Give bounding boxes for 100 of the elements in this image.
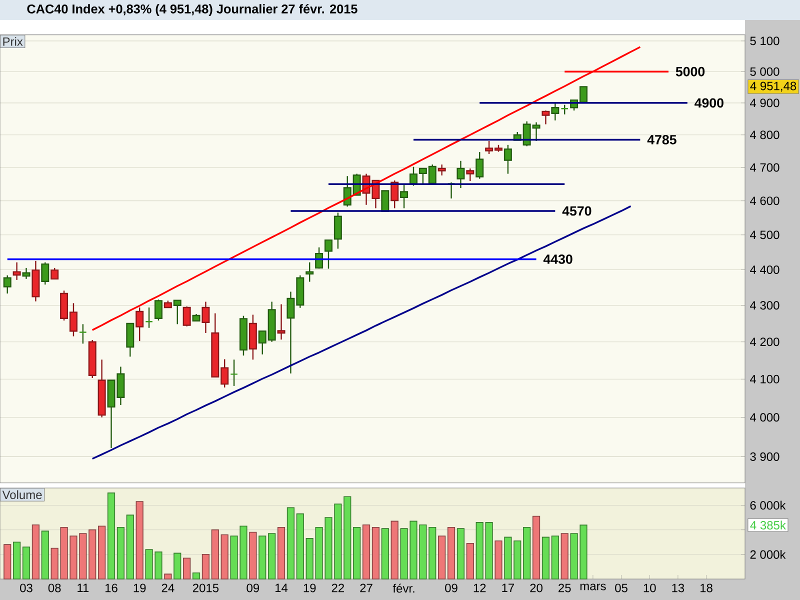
bar <box>438 536 446 580</box>
bar <box>41 530 49 580</box>
y-tick-label: 4 700 <box>750 163 780 172</box>
x-tick-label: 05 <box>615 584 628 592</box>
x-tick-label: févr. <box>392 584 414 593</box>
candlestick <box>22 267 30 280</box>
bar <box>286 507 295 580</box>
y-tick-label: 4 000 <box>750 413 780 422</box>
bar <box>13 542 21 580</box>
candlestick <box>560 104 569 115</box>
candlestick <box>400 184 408 209</box>
candlestick <box>324 239 332 270</box>
bar <box>466 542 474 580</box>
bar <box>277 526 286 580</box>
annotation: Prix <box>3 37 23 46</box>
bar <box>98 526 106 580</box>
x-tick-label: 17 <box>502 584 514 592</box>
bar <box>136 501 144 580</box>
bar <box>268 533 276 580</box>
x-tick-label: 14 <box>276 584 288 592</box>
bar <box>211 529 219 580</box>
candlestick <box>551 102 560 122</box>
bar <box>220 534 228 580</box>
candlestick <box>466 168 474 182</box>
bar <box>202 554 210 580</box>
y-tick-label: 2 000k <box>750 550 786 559</box>
bar <box>183 558 191 580</box>
series-label: 4785 <box>647 134 676 144</box>
y-tick-label: 4 600 <box>750 196 780 206</box>
x-tick-label: 24 <box>162 584 174 592</box>
bar <box>447 526 456 580</box>
bar <box>362 524 370 580</box>
bar <box>494 540 502 580</box>
x-tick-label: 20 <box>530 584 542 592</box>
candlestick <box>182 306 191 327</box>
series-label: 4900 <box>694 98 724 108</box>
series-label: 4430 <box>543 254 572 264</box>
x-tick-label: 09 <box>445 584 458 592</box>
bar <box>504 536 512 580</box>
bar <box>532 516 540 580</box>
candlestick <box>504 144 512 174</box>
candlestick <box>126 322 134 358</box>
x-tick-label: 16 <box>106 584 118 592</box>
bar <box>390 520 398 580</box>
y-tick-label: 4 400 <box>750 265 780 274</box>
annotation: Volume <box>2 490 42 500</box>
candlestick <box>230 359 238 387</box>
candlestick <box>145 306 154 328</box>
x-tick-label: 13 <box>672 584 684 592</box>
bar <box>372 526 380 580</box>
series-label: 4570 <box>562 206 592 216</box>
bar <box>126 514 134 580</box>
y-tick-label: 5 100 <box>750 36 780 46</box>
y-tick-label: 3 900 <box>750 452 780 461</box>
x-tick-label: 19 <box>304 584 316 592</box>
y-tick-label: 6 000k <box>750 500 786 510</box>
bar <box>485 522 493 580</box>
y-tick-label: 5 000 <box>750 67 780 76</box>
y-tick-label: 4 300 <box>750 301 780 310</box>
x-tick-label: 11 <box>78 584 89 592</box>
y-tick-label: 4 900 <box>750 98 780 108</box>
bar <box>258 536 266 580</box>
bar <box>88 529 96 580</box>
x-tick-label: 25 <box>558 584 571 592</box>
bar <box>476 522 484 580</box>
candlestick <box>50 267 59 280</box>
candlestick <box>78 324 87 344</box>
bar <box>174 552 182 580</box>
bar <box>542 536 550 580</box>
x-tick-label: mars <box>580 584 606 590</box>
x-tick-label: 08 <box>48 584 61 592</box>
bar <box>560 533 568 580</box>
bar <box>4 544 12 580</box>
bar <box>344 496 352 580</box>
candlestick <box>381 190 390 212</box>
candlestick <box>41 262 50 286</box>
bar <box>514 540 522 580</box>
candlestick <box>438 164 446 176</box>
candlestick <box>306 262 314 282</box>
candlestick <box>202 301 210 334</box>
x-tick-label: 19 <box>134 584 146 592</box>
text: 4 385k <box>750 520 786 530</box>
bar <box>192 572 200 580</box>
y-tick-label: 4 500 <box>750 230 780 240</box>
candlestick <box>3 274 12 294</box>
candlestick <box>154 298 162 322</box>
y-tick-label: 4 100 <box>750 374 780 384</box>
bar <box>116 526 125 580</box>
bar <box>22 546 30 580</box>
x-tick-label: 22 <box>332 584 344 592</box>
candlestick <box>12 262 21 281</box>
candlestick <box>334 212 342 250</box>
text: 4 951,48 <box>750 82 796 92</box>
bar <box>32 524 40 580</box>
bar <box>107 492 116 580</box>
candlestick <box>136 306 144 342</box>
bar <box>353 526 361 580</box>
candlestick <box>277 304 286 340</box>
candlestick <box>456 160 465 189</box>
y-tick-label: 4 200 <box>750 338 780 346</box>
